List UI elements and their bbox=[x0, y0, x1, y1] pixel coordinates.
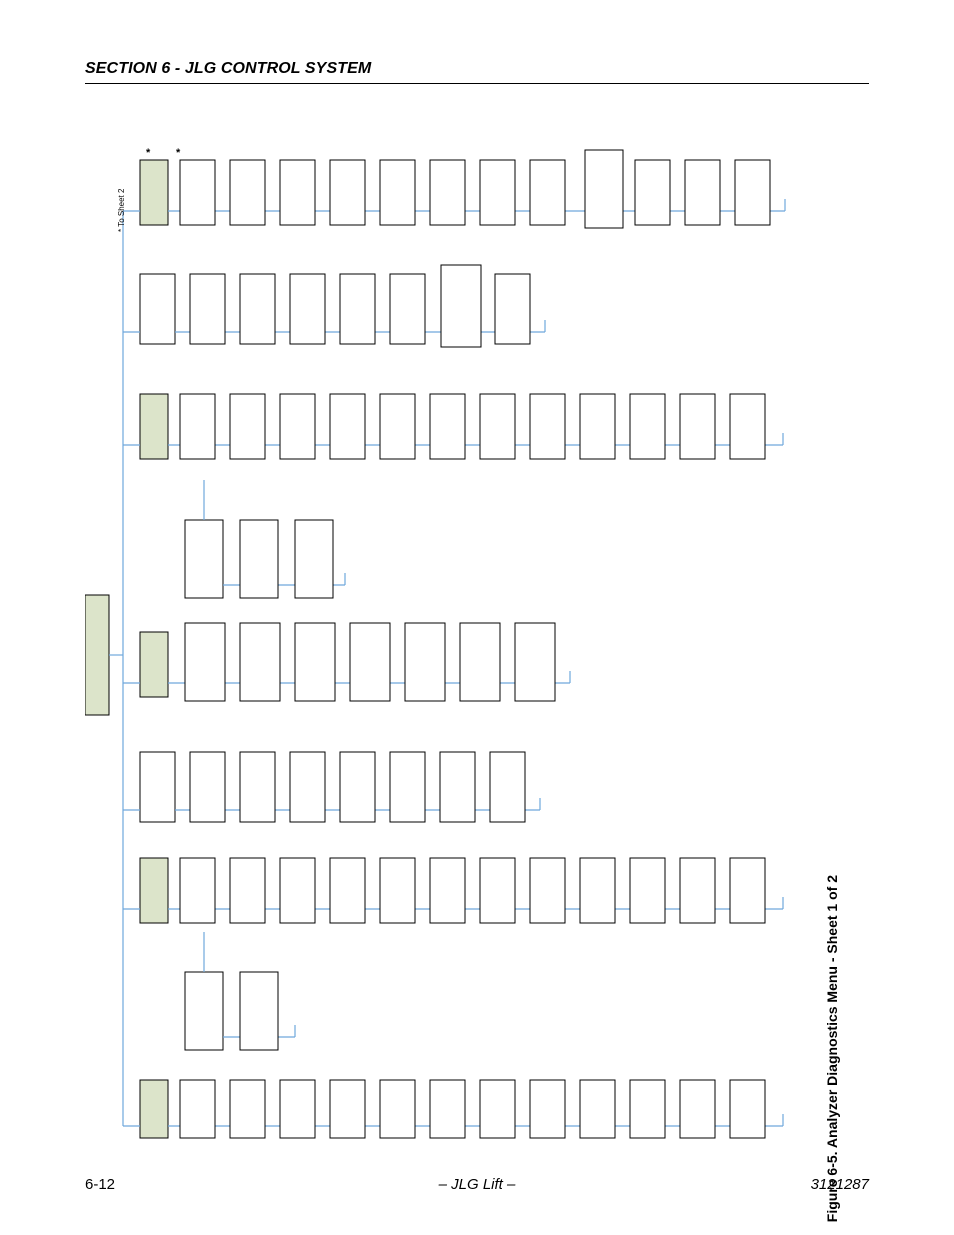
menu-item-box bbox=[280, 1080, 315, 1138]
menu-item-box bbox=[290, 274, 325, 344]
menu-item-box bbox=[390, 752, 425, 822]
menu-item-box bbox=[140, 274, 175, 344]
menu-head-box bbox=[140, 394, 168, 459]
menu-item-box bbox=[230, 1080, 265, 1138]
menu-item-box bbox=[330, 858, 365, 923]
menu-item-box bbox=[480, 394, 515, 459]
menu-item-box bbox=[230, 858, 265, 923]
menu-item-box bbox=[390, 274, 425, 344]
diagram-container: ** * To Sheet 2 bbox=[85, 140, 825, 1140]
menu-item-box bbox=[730, 394, 765, 459]
menu-item-box bbox=[685, 160, 720, 225]
menu-item-box bbox=[190, 274, 225, 344]
menu-item-box bbox=[490, 752, 525, 822]
menu-item-box bbox=[530, 160, 565, 225]
asterisk-marker: * bbox=[176, 147, 181, 159]
menu-item-box bbox=[180, 160, 215, 225]
menu-item-box bbox=[380, 160, 415, 225]
menu-item-box bbox=[350, 623, 390, 701]
menu-item-box bbox=[180, 394, 215, 459]
menu-item-box bbox=[295, 623, 335, 701]
menu-item-box bbox=[240, 752, 275, 822]
menu-item-box bbox=[630, 858, 665, 923]
menu-item-box bbox=[295, 520, 333, 598]
menu-item-box bbox=[735, 160, 770, 225]
menu-item-box bbox=[340, 752, 375, 822]
menu-item-box bbox=[580, 394, 615, 459]
menu-item-box bbox=[630, 1080, 665, 1138]
menu-item-box bbox=[530, 1080, 565, 1138]
menu-item-box bbox=[240, 972, 278, 1050]
menu-item-box bbox=[460, 623, 500, 701]
menu-item-box bbox=[430, 160, 465, 225]
asterisk-marker: * bbox=[146, 147, 151, 159]
menu-item-box bbox=[340, 274, 375, 344]
menu-item-box bbox=[330, 1080, 365, 1138]
flowchart-diagram: ** bbox=[85, 140, 825, 1140]
menu-item-box bbox=[140, 752, 175, 822]
menu-item-box bbox=[730, 858, 765, 923]
menu-item-box bbox=[180, 858, 215, 923]
menu-item-box bbox=[530, 858, 565, 923]
menu-item-box bbox=[330, 394, 365, 459]
menu-item-box bbox=[480, 1080, 515, 1138]
menu-item-box bbox=[630, 394, 665, 459]
menu-item-box bbox=[185, 972, 223, 1050]
menu-item-box bbox=[441, 265, 481, 347]
menu-item-box bbox=[730, 1080, 765, 1138]
menu-item-box bbox=[495, 274, 530, 344]
menu-item-box bbox=[380, 858, 415, 923]
menu-item-box bbox=[580, 1080, 615, 1138]
menu-item-box bbox=[480, 160, 515, 225]
menu-item-box bbox=[680, 1080, 715, 1138]
menu-item-box bbox=[405, 623, 445, 701]
menu-item-box bbox=[330, 160, 365, 225]
menu-head-box bbox=[140, 632, 168, 697]
page: SECTION 6 - JLG CONTROL SYSTEM ** * To S… bbox=[0, 0, 954, 1235]
menu-item-box bbox=[635, 160, 670, 225]
menu-item-box bbox=[585, 150, 623, 228]
menu-item-box bbox=[185, 520, 223, 598]
menu-item-box bbox=[480, 858, 515, 923]
menu-head-box bbox=[140, 858, 168, 923]
menu-item-box bbox=[580, 858, 615, 923]
menu-head-box bbox=[140, 1080, 168, 1138]
menu-item-box bbox=[180, 1080, 215, 1138]
menu-item-box bbox=[530, 394, 565, 459]
menu-item-box bbox=[380, 1080, 415, 1138]
menu-item-box bbox=[680, 394, 715, 459]
menu-item-box bbox=[240, 623, 280, 701]
menu-item-box bbox=[290, 752, 325, 822]
menu-item-box bbox=[430, 394, 465, 459]
menu-item-box bbox=[515, 623, 555, 701]
menu-item-box bbox=[230, 394, 265, 459]
menu-item-box bbox=[240, 520, 278, 598]
footer-doc-number: 3121287 bbox=[811, 1176, 869, 1193]
menu-item-box bbox=[280, 394, 315, 459]
header-rule bbox=[85, 83, 869, 84]
menu-item-box bbox=[680, 858, 715, 923]
menu-head-box bbox=[140, 160, 168, 225]
menu-item-box bbox=[430, 1080, 465, 1138]
menu-item-box bbox=[280, 160, 315, 225]
menu-item-box bbox=[190, 752, 225, 822]
to-sheet-note: * To Sheet 2 bbox=[117, 189, 126, 232]
menu-item-box bbox=[185, 623, 225, 701]
menu-item-box bbox=[440, 752, 475, 822]
menu-item-box bbox=[280, 858, 315, 923]
section-header: SECTION 6 - JLG CONTROL SYSTEM bbox=[85, 60, 371, 78]
menu-item-box bbox=[240, 274, 275, 344]
figure-caption: Figure 6-5. Analyzer Diagnostics Menu - … bbox=[824, 875, 840, 1222]
menu-head-box bbox=[85, 595, 109, 715]
menu-item-box bbox=[230, 160, 265, 225]
menu-item-box bbox=[430, 858, 465, 923]
menu-item-box bbox=[380, 394, 415, 459]
